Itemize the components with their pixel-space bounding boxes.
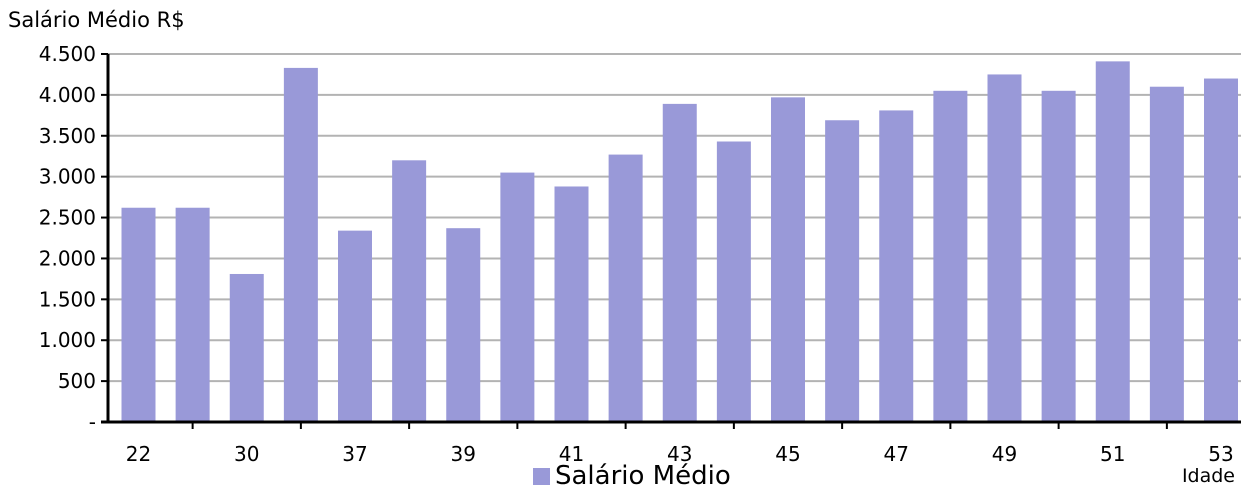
bar — [121, 207, 156, 422]
y-tick-label: 3.500 — [39, 124, 96, 148]
x-axis-title: Idade — [1181, 465, 1235, 487]
y-tick-label: 2.000 — [39, 246, 96, 270]
bar — [933, 90, 968, 423]
bar — [1095, 61, 1130, 423]
bar — [283, 67, 318, 422]
bar — [554, 186, 589, 422]
bar — [1041, 90, 1076, 423]
x-tick-label: 22 — [126, 442, 151, 466]
y-tick-label: 3.000 — [39, 165, 96, 189]
bar — [1149, 86, 1184, 422]
bar — [608, 154, 643, 422]
bar — [662, 103, 697, 422]
x-tick-label: 45 — [775, 442, 800, 466]
bar — [987, 74, 1022, 422]
legend: Salário Médio — [533, 461, 731, 491]
x-tick-label: 39 — [451, 442, 476, 466]
bar — [771, 97, 805, 422]
x-tick-label: 47 — [884, 442, 909, 466]
y-tick-label: 500 — [58, 369, 96, 393]
x-axis-ticks: 22 30 37 39 41 43 45 47 49 51 53 — [126, 422, 1234, 466]
bar — [879, 110, 914, 422]
x-tick-label: 51 — [1100, 442, 1125, 466]
bar — [392, 160, 427, 423]
x-tick-label: 37 — [342, 442, 367, 466]
x-tick-label: 41 — [559, 442, 584, 466]
legend-label: Salário Médio — [555, 461, 731, 491]
y-tick-label: 2.500 — [39, 206, 96, 230]
bar — [716, 141, 751, 422]
bar — [338, 230, 372, 422]
y-axis-ticks: - 500 1.000 1.500 2.000 2.500 3.000 3.500 4.000 4… — [39, 42, 108, 434]
bar — [500, 172, 535, 422]
bar — [1204, 78, 1238, 423]
bar — [175, 207, 210, 422]
bar — [825, 120, 860, 423]
axes — [101, 54, 1241, 424]
bar — [446, 228, 481, 422]
y-tick-label: 4.500 — [39, 42, 96, 66]
y-tick-label: 1.000 — [39, 328, 96, 352]
x-tick-label: 49 — [992, 442, 1017, 466]
y-tick-label: 1.500 — [39, 287, 96, 311]
x-tick-label: 53 — [1208, 442, 1233, 466]
bar — [229, 273, 264, 422]
legend-swatch — [533, 467, 550, 485]
x-tick-label: 43 — [667, 442, 692, 466]
bar-series — [121, 61, 1238, 423]
x-tick-label: 30 — [234, 442, 259, 466]
y-tick-label: 4.000 — [39, 83, 96, 107]
y-tick-label: - — [89, 410, 96, 434]
y-axis-title: Salário Médio R$ — [8, 8, 185, 32]
